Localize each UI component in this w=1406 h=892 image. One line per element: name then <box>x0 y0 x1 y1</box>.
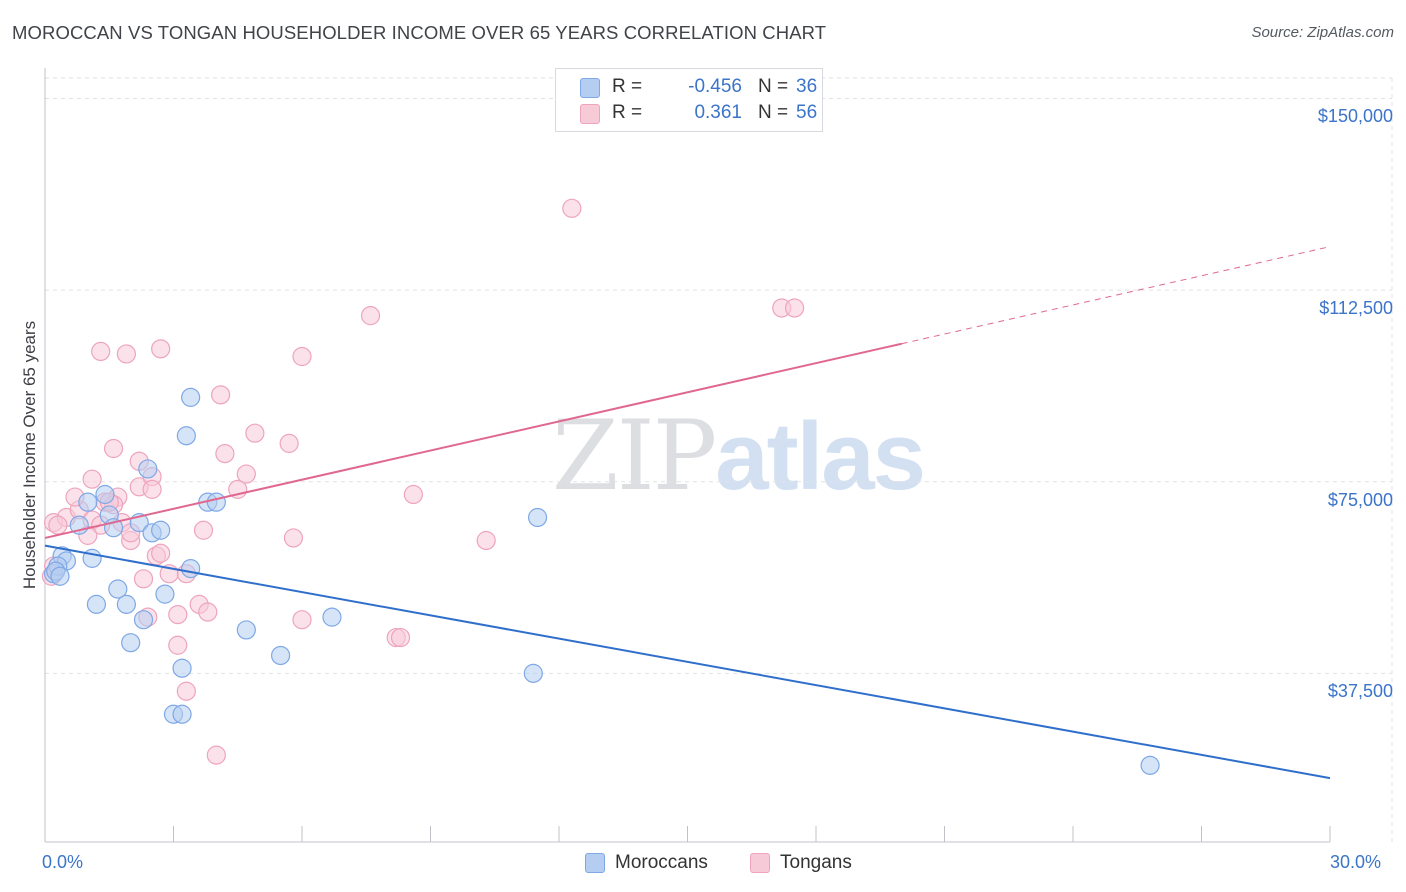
tongans-point <box>207 746 225 764</box>
tongans-point <box>293 611 311 629</box>
tongans-point <box>362 307 380 325</box>
tongans-point <box>169 606 187 624</box>
tongans-point <box>117 345 135 363</box>
tongans-point <box>786 299 804 317</box>
tongans-swatch <box>580 104 600 124</box>
tongans-point <box>212 386 230 404</box>
x-tick-label-max: 30.0% <box>1330 852 1381 873</box>
moroccans-point <box>173 659 191 677</box>
moroccans-trend-line <box>45 546 1330 779</box>
moroccans-point <box>529 508 547 526</box>
moroccans-point <box>177 427 195 445</box>
moroccans-point <box>96 485 114 503</box>
moroccans-legend-swatch <box>585 853 605 873</box>
moroccans-point <box>51 567 69 585</box>
n-label: N = <box>758 76 788 98</box>
moroccans-point <box>182 560 200 578</box>
moroccans-swatch <box>580 78 600 98</box>
moroccans-point <box>135 611 153 629</box>
moroccans-point <box>524 664 542 682</box>
tongans-point <box>143 480 161 498</box>
r-value: 0.361 <box>646 102 742 124</box>
tongans-point <box>135 570 153 588</box>
moroccans-point <box>173 705 191 723</box>
moroccans-point <box>272 646 290 664</box>
tongans-point <box>152 340 170 358</box>
tongans-point <box>404 485 422 503</box>
scatter-plot <box>0 0 1406 892</box>
tongans-point <box>280 434 298 452</box>
tongans-point <box>199 603 217 621</box>
n-value: 36 <box>796 76 817 98</box>
n-value: 56 <box>796 102 817 124</box>
moroccans-point <box>87 595 105 613</box>
moroccans-point <box>79 493 97 511</box>
r-value: -0.456 <box>646 76 742 98</box>
tongans-point <box>49 516 67 534</box>
tongans-point <box>83 470 101 488</box>
r-label: R = <box>612 102 642 124</box>
moroccans-point <box>1141 756 1159 774</box>
tongans-trend-line <box>45 344 902 538</box>
tongans-point <box>284 529 302 547</box>
moroccans-point <box>207 493 225 511</box>
moroccans-point <box>182 388 200 406</box>
moroccans-point <box>237 621 255 639</box>
tongans-point <box>563 199 581 217</box>
tongans-point <box>169 636 187 654</box>
tongans-point <box>152 544 170 562</box>
tongans-point <box>246 424 264 442</box>
moroccans-point <box>122 634 140 652</box>
y-tick-label: $112,500 <box>1243 298 1393 319</box>
moroccans-legend-label: Moroccans <box>615 852 708 874</box>
r-label: R = <box>612 76 642 98</box>
tongans-legend-swatch <box>750 853 770 873</box>
moroccans-point <box>152 521 170 539</box>
tongans-point <box>194 521 212 539</box>
y-tick-label: $37,500 <box>1243 681 1393 702</box>
tongans-point <box>216 445 234 463</box>
moroccans-point <box>117 595 135 613</box>
n-label: N = <box>758 102 788 124</box>
tongans-point <box>293 348 311 366</box>
moroccans-point <box>139 460 157 478</box>
tongans-point <box>237 465 255 483</box>
moroccans-point <box>156 585 174 603</box>
x-tick-label-min: 0.0% <box>42 852 83 873</box>
tongans-legend-label: Tongans <box>780 852 852 874</box>
tongans-point <box>92 342 110 360</box>
moroccans-point <box>323 608 341 626</box>
y-tick-label: $150,000 <box>1243 106 1393 127</box>
tongans-point <box>477 531 495 549</box>
tongans-trend-extension <box>902 247 1330 344</box>
tongans-point <box>105 440 123 458</box>
tongans-point <box>392 629 410 647</box>
tongans-point <box>177 682 195 700</box>
correlation-legend: R = -0.456 N = 36 R = 0.361 N = 56 <box>555 68 823 132</box>
y-tick-label: $75,000 <box>1243 490 1393 511</box>
